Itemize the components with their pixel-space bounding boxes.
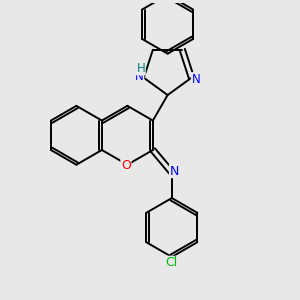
Text: N: N	[191, 73, 200, 86]
Text: Cl: Cl	[166, 256, 178, 269]
Text: N: N	[135, 70, 144, 83]
Text: H: H	[136, 62, 145, 75]
Text: N: N	[169, 165, 179, 178]
Text: O: O	[121, 159, 131, 172]
